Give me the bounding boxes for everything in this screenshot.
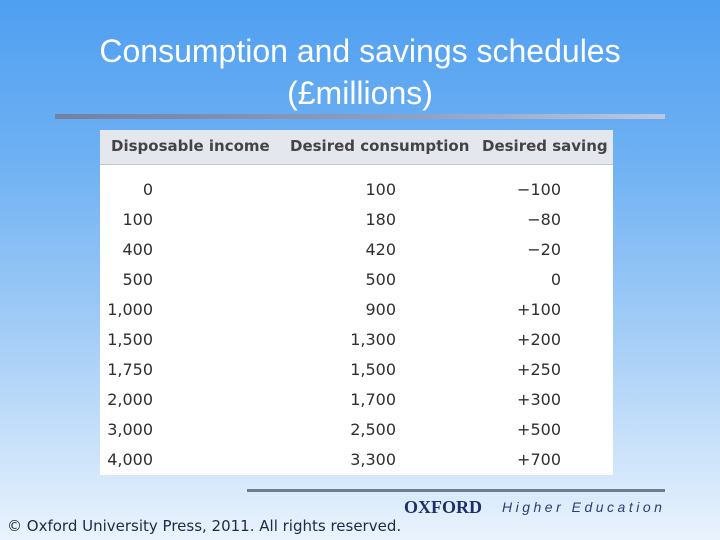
cell-disposable-income: 2,000 [107, 390, 153, 409]
cell-desired-consumption: 900 [365, 300, 396, 319]
cell-desired-saving: −80 [527, 210, 561, 229]
cell-desired-saving: −20 [527, 240, 561, 259]
cell-desired-consumption: 420 [365, 240, 396, 259]
cell-desired-saving: +300 [517, 390, 561, 409]
header-disposable-income: Disposable income [111, 137, 270, 155]
table-row: 1,750 1,500 +250 [100, 355, 613, 385]
cell-desired-saving: +200 [517, 330, 561, 349]
cell-desired-saving: 0 [550, 270, 561, 289]
cell-disposable-income: 100 [122, 210, 153, 229]
table-row: 0 100 −100 [100, 175, 613, 205]
header-desired-consumption: Desired consumption [290, 137, 470, 155]
cell-disposable-income: 400 [122, 240, 153, 259]
cell-desired-saving: −100 [517, 180, 561, 199]
slide-title-line1: Consumption and savings schedules [99, 33, 621, 69]
table-row: 3,000 2,500 +500 [100, 415, 613, 445]
cell-disposable-income: 4,000 [107, 450, 153, 469]
table-body: 0 100 −100 100 180 −80 400 420 −20 500 500 0 1,000 90… [100, 175, 613, 475]
table-row: 400 420 −20 [100, 235, 613, 265]
cell-disposable-income: 3,000 [107, 420, 153, 439]
table-row: 1,000 900 +100 [100, 295, 613, 325]
cell-disposable-income: 500 [122, 270, 153, 289]
table-row: 2,000 1,700 +300 [100, 385, 613, 415]
table-row: 500 500 0 [100, 265, 613, 295]
cell-desired-saving: +250 [517, 360, 561, 379]
cell-desired-consumption: 2,500 [350, 420, 396, 439]
cell-desired-consumption: 1,700 [350, 390, 396, 409]
cell-desired-consumption: 100 [365, 180, 396, 199]
cell-desired-saving: +100 [517, 300, 561, 319]
header-desired-saving: Desired saving [482, 137, 608, 155]
cell-disposable-income: 0 [142, 180, 153, 199]
cell-desired-consumption: 500 [365, 270, 396, 289]
slide-title-line2: (£millions) [287, 75, 433, 111]
cell-disposable-income: 1,750 [107, 360, 153, 379]
slide-title: Consumption and savings schedules (£mill… [40, 30, 680, 114]
cell-desired-saving: +700 [517, 450, 561, 469]
title-divider [55, 114, 665, 119]
cell-disposable-income: 1,500 [107, 330, 153, 349]
table-row: 1,500 1,300 +200 [100, 325, 613, 355]
copyright-notice: © Oxford University Press, 2011. All rig… [7, 517, 402, 535]
cell-desired-consumption: 1,300 [350, 330, 396, 349]
table-header: Disposable income Desired consumption De… [100, 130, 613, 165]
cell-desired-saving: +500 [517, 420, 561, 439]
cell-desired-consumption: 3,300 [350, 450, 396, 469]
schedule-table: Disposable income Desired consumption De… [100, 130, 613, 475]
cell-desired-consumption: 180 [365, 210, 396, 229]
table-row: 100 180 −80 [100, 205, 613, 235]
cell-disposable-income: 1,000 [107, 300, 153, 319]
higher-education-tagline: Higher Education [502, 499, 666, 515]
table-row: 4,000 3,300 +700 [100, 445, 613, 475]
footer-divider [247, 489, 665, 492]
cell-desired-consumption: 1,500 [350, 360, 396, 379]
oxford-logo: OXFORD [404, 497, 482, 517]
